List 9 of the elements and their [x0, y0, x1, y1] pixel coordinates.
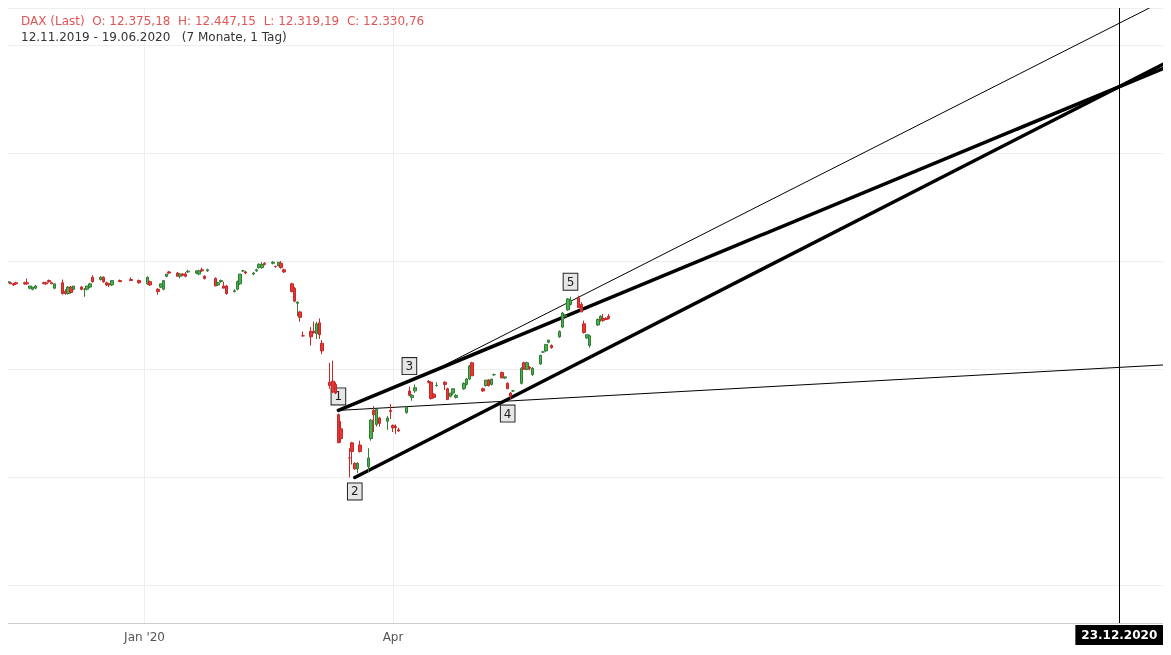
annotation: 4 — [503, 406, 512, 421]
annotation: 2 — [350, 484, 359, 499]
ref-line-label: 23.12.2020 — [1081, 628, 1158, 642]
chart-subtitle: 12.11.2019 - 19.06.2020 (7 Monate, 1 Tag) — [21, 30, 287, 44]
annotation: 5 — [566, 274, 575, 289]
x-tick-label: Apr — [382, 630, 404, 644]
x-tick-label: Jan '20 — [123, 630, 165, 644]
annotation: 3 — [405, 359, 414, 374]
chart-title: DAX (Last) O: 12.375,18 H: 12.447,15 L: 12.319,19 C: 12.330,76 — [21, 14, 425, 28]
